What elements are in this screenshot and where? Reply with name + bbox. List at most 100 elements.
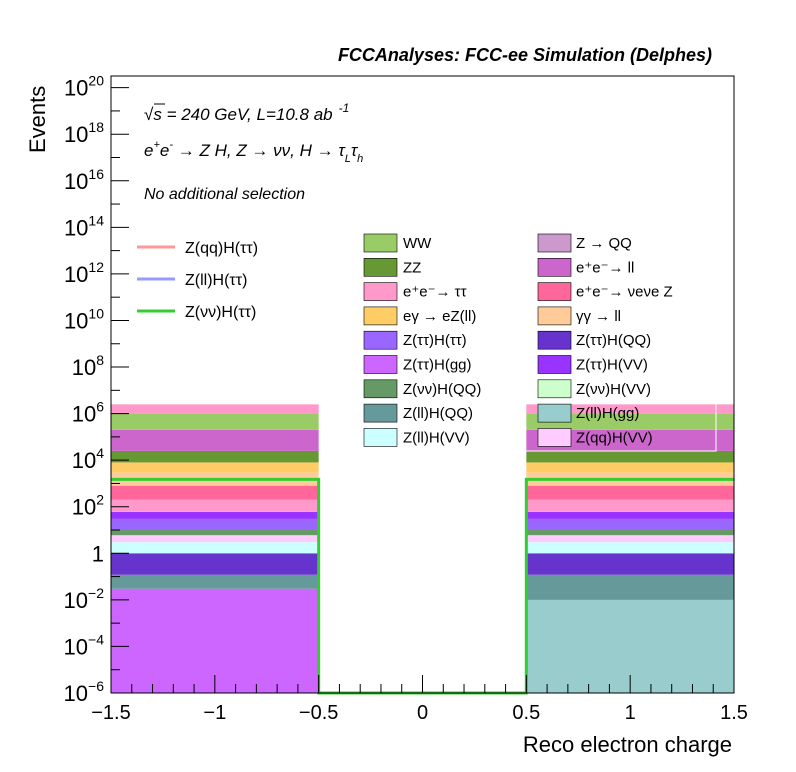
legend-swatch (363, 282, 398, 301)
y-tick-label: 1014 (64, 212, 104, 240)
legend-signal-label: Z(ll)H(ττ) (185, 272, 247, 289)
stack-bar-left-8 (111, 499, 319, 512)
x-tick-label: −1.5 (91, 702, 130, 724)
svg-text:√s = 240 GeV, L=10.8 ab-1: √s = 240 GeV, L=10.8 ab -1 (144, 101, 349, 124)
y-tick-label: 1020 (64, 73, 104, 101)
y-tick-label: 106 (72, 399, 104, 427)
legend-label: e⁺e⁻→ νeνe Z (576, 284, 673, 301)
legend-signal-label: Z(qq)H(ττ) (185, 240, 258, 257)
legend-swatch (363, 257, 398, 277)
stack-bar-right-12 (526, 450, 734, 463)
stack-bar-left-4 (111, 535, 319, 543)
legend-swatch (537, 403, 572, 423)
legend-swatch (363, 233, 398, 253)
legend-label: ZZ (403, 259, 421, 276)
y-tick-label: 1018 (64, 119, 104, 147)
legend-swatch (537, 233, 572, 253)
sqrt-symbol: √ (144, 105, 154, 124)
x-tick-label: −1 (203, 702, 226, 724)
stack-bar-right-6 (526, 518, 734, 531)
x-axis: −1.5 −1 −0.5 0 0.5 1 1.5 (91, 675, 748, 724)
y-tick-label: 10−6 (64, 678, 105, 706)
stack-bar-right-14 (526, 413, 734, 430)
legend-label: Z(ll)H(gg) (576, 405, 639, 422)
legend-signal: Z(qq)H(ττ) Z(ll)H(ττ) Z(νν)H(ττ) (137, 240, 258, 321)
y-tick-label: 10−4 (64, 631, 105, 659)
process-annotation: e+e- → Z H, Z → νν, H → τLτh (144, 139, 363, 165)
legend-label: Z(ττ)H(VV) (576, 357, 648, 374)
legend-swatch (537, 379, 572, 399)
legend-signal-label: Z(νν)H(ττ) (185, 304, 256, 321)
legend-label: WW (403, 235, 432, 252)
y-tick-label: 1016 (64, 166, 104, 194)
energy-exponent: -1 (339, 101, 350, 115)
legend-swatch (363, 379, 398, 399)
energy-s: s (153, 105, 162, 124)
legend-swatch (537, 257, 572, 277)
legend-swatch (363, 403, 398, 423)
stack-bar-left-15 (111, 404, 319, 414)
x-tick-label: 1 (625, 702, 636, 724)
stack-bar-left-1 (111, 574, 319, 589)
x-tick-label: −0.5 (299, 702, 338, 724)
y-tick-label: 1 (92, 541, 104, 566)
x-tick-label: 1.5 (720, 702, 748, 724)
stack-bar-right-4 (526, 535, 734, 543)
stack-bar-left-3 (111, 542, 319, 554)
legend-label: eγ → eZ(ll) (403, 308, 476, 325)
y-axis-title: Events (25, 86, 50, 153)
stack-bar-right-3 (526, 542, 734, 554)
y-tick-label: 1010 (64, 305, 104, 333)
legend-label: Z(ττ)H(gg) (403, 357, 472, 374)
y-tick-label: 102 (72, 492, 104, 520)
legend-swatch (363, 330, 398, 350)
stack-bar-left-6 (111, 518, 319, 531)
legend-label: Z(ττ)H(QQ) (576, 332, 651, 349)
header-title: FCCAnalyses: FCC-ee Simulation (Delphes) (338, 45, 712, 65)
stack-bar-right-8 (526, 499, 734, 512)
x-tick-label: 0.5 (512, 702, 540, 724)
stack-bar-right-13 (526, 429, 734, 451)
legend-label: e⁺e⁻→ ll (576, 259, 634, 276)
stack-bar-right-1 (526, 574, 734, 600)
legend-label: Z(ττ)H(ττ) (403, 332, 467, 349)
legend-background: WW ZZ e⁺e⁻→ ττ eγ → eZ(ll) Z(ττ)H(ττ) Z(ττ)H(… (361, 230, 717, 452)
stack-bar-right-11 (526, 462, 734, 473)
legend-label: Z(νν)H(VV) (576, 381, 651, 398)
stack-bar-right-7 (526, 511, 734, 519)
stack-bar-left-7 (111, 511, 319, 519)
stack-bar-right-5 (526, 530, 734, 536)
x-tick-label: 0 (417, 702, 428, 724)
legend-label: Z(qq)H(VV) (576, 429, 653, 446)
y-tick-label: 10−2 (64, 585, 105, 613)
legend-label: e⁺e⁻→ ττ (403, 284, 467, 301)
stack-bar-left-2 (111, 553, 319, 575)
stack-bar-left-14 (111, 413, 319, 430)
legend-box (361, 230, 717, 452)
stack-bar-right-15 (526, 404, 734, 414)
stack-bar-right-2 (526, 553, 734, 575)
stack-bar-left-5 (111, 530, 319, 536)
stack-bar-left-13 (111, 429, 319, 451)
energy-annotation: √s = 240 GeV, L=10.8 ab -1 (144, 101, 349, 124)
stack-bar-left-11 (111, 462, 319, 473)
legend-swatch (537, 306, 572, 326)
legend-swatch (537, 355, 572, 374)
stack-bar-right-9 (526, 485, 734, 500)
legend-swatch (363, 306, 398, 326)
y-tick-label: 104 (72, 445, 104, 473)
y-axis: 10−6 10−4 10−2 1 102 104 106 108 1010 1012 1014 101… (64, 73, 129, 706)
legend-label: Z(ll)H(QQ) (403, 405, 473, 422)
legend-label: Z(ll)H(VV) (403, 429, 470, 446)
y-tick-label: 1012 (64, 259, 104, 287)
legend-swatch (537, 428, 572, 447)
y-tick-label: 108 (72, 352, 104, 380)
legend-label: γγ → ll (576, 308, 621, 325)
stack-bar-left-12 (111, 450, 319, 463)
legend-swatch (537, 282, 572, 301)
energy-text: = 240 GeV, L=10.8 ab (162, 105, 333, 124)
legend-swatch (363, 428, 398, 447)
legend-swatch (537, 330, 572, 350)
legend-label: Z(νν)H(QQ) (403, 381, 481, 398)
